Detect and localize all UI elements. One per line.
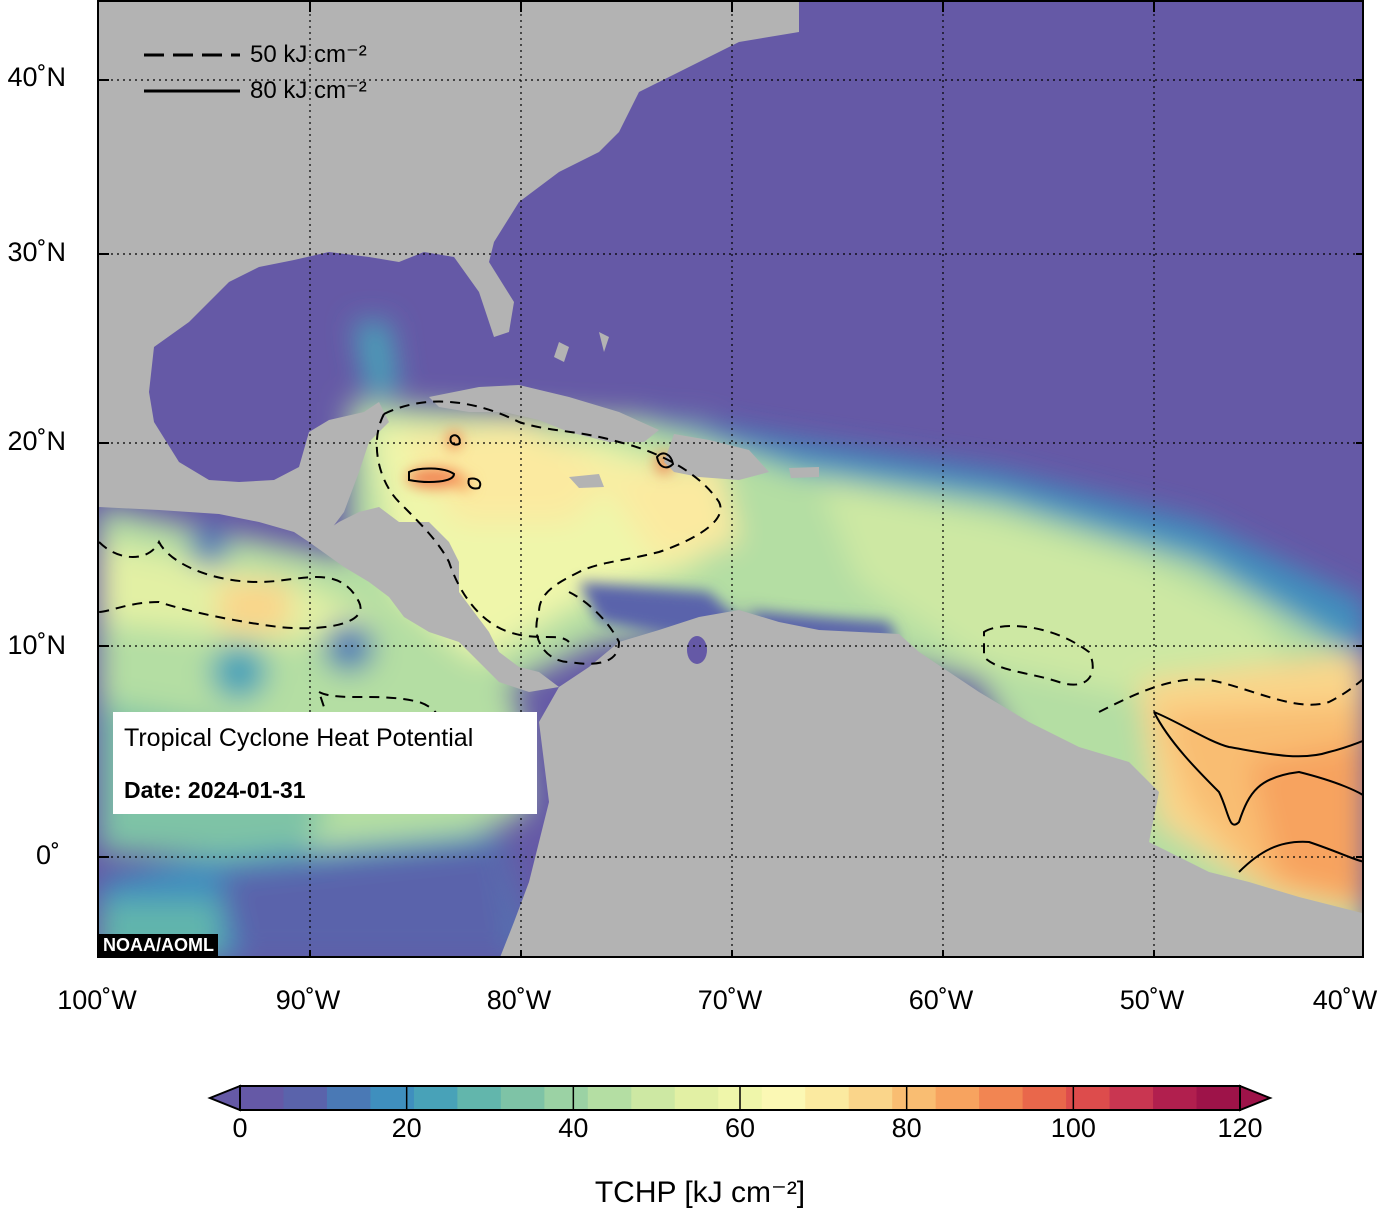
colorbar xyxy=(207,1084,1273,1112)
colorbar-segment xyxy=(370,1086,415,1110)
lon-label-50w: 50˚W xyxy=(1119,985,1185,1015)
colorbar-segment xyxy=(1022,1086,1067,1110)
lat-label-40n: 40˚N xyxy=(7,62,66,92)
dashed-line-swatch xyxy=(144,53,240,56)
tchp-map xyxy=(99,2,1362,956)
lon-label-100w: 100˚W xyxy=(57,985,137,1015)
legend-label-50: 50 kJ cm⁻² xyxy=(250,41,367,68)
colorbar-max-arrow xyxy=(1239,1084,1273,1112)
frame-ticks xyxy=(99,2,1362,956)
colorbar-tick-label: 40 xyxy=(558,1113,589,1143)
colorbar-title: TCHP [kJ cm⁻²] xyxy=(594,1176,806,1209)
lat-label-20n: 20˚N xyxy=(7,426,66,456)
colorbar-segment xyxy=(631,1086,676,1110)
colorbar-tick-label: 120 xyxy=(1217,1113,1263,1143)
colorbar-segment xyxy=(805,1086,850,1110)
credit-label: NOAA/AOML xyxy=(99,934,218,957)
jamaica-land xyxy=(569,474,604,488)
south-america-land xyxy=(500,610,1362,956)
colorbar-segment xyxy=(457,1086,502,1110)
lon-label-80w: 80˚W xyxy=(486,985,552,1015)
contour-80-small xyxy=(467,477,482,490)
bahamas-land xyxy=(554,342,569,362)
legend-label-80: 80 kJ cm⁻² xyxy=(250,77,367,104)
lon-label-90w: 90˚W xyxy=(275,985,341,1015)
colorbar-segment xyxy=(1196,1086,1241,1110)
land xyxy=(99,2,1362,956)
colorbar-segment xyxy=(848,1086,893,1110)
contour-80-north xyxy=(408,467,456,483)
contour-80-atlantic-2 xyxy=(1153,711,1362,826)
map-title: Tropical Cyclone Heat Potential xyxy=(124,724,474,752)
lon-label-40w: 40˚W xyxy=(1312,985,1378,1015)
colorbar-segment xyxy=(1109,1086,1154,1110)
contour-80-atlantic-3 xyxy=(1238,840,1362,873)
colorbar-segment xyxy=(892,1086,937,1110)
colorbar-segment xyxy=(1153,1086,1198,1110)
colorbar-segment xyxy=(413,1086,458,1110)
colorbar-tick-label: 20 xyxy=(391,1113,422,1143)
colorbar-segment xyxy=(674,1086,719,1110)
colorbar-segment xyxy=(500,1086,545,1110)
colorbar-tick-label: 60 xyxy=(724,1113,756,1143)
tchp-contours xyxy=(99,400,1362,873)
colorbar-tick-label: 100 xyxy=(1050,1113,1096,1143)
legend-row-50: 50 kJ cm⁻² xyxy=(140,40,367,69)
map-panel xyxy=(97,0,1364,958)
colorbar-segment xyxy=(544,1086,589,1110)
colorbar-segment xyxy=(761,1086,806,1110)
contour-50-west xyxy=(375,413,570,643)
lat-label-10n: 10˚N xyxy=(7,630,66,660)
puerto-rico-land xyxy=(789,467,819,478)
colorbar-segment xyxy=(587,1086,632,1110)
cuba-land xyxy=(429,385,659,442)
colorbar-tick-label: 0 xyxy=(232,1113,248,1143)
contour-50-atlantic-oval xyxy=(983,625,1094,686)
contour-50-caribbean xyxy=(383,400,722,665)
colorbar-min-arrow xyxy=(207,1084,241,1112)
central-america-land xyxy=(309,507,559,692)
map-date: Date: 2024-01-31 xyxy=(124,777,306,803)
hispaniola-land xyxy=(664,434,769,480)
colorbar-segment xyxy=(240,1086,284,1110)
lake-maracaibo xyxy=(687,636,707,664)
lat-label-0: 0˚ xyxy=(35,840,60,870)
colorbar-segment xyxy=(283,1086,328,1110)
lon-label-70w: 70˚W xyxy=(697,985,763,1015)
colorbar-segment xyxy=(326,1086,371,1110)
contour-80-haiti xyxy=(655,452,675,469)
legend-row-80: 80 kJ cm⁻² xyxy=(140,76,367,105)
contour-50-atlantic xyxy=(1098,678,1362,713)
north-america-land xyxy=(99,2,799,542)
contour-80-dot xyxy=(449,434,461,446)
colorbar-segment xyxy=(979,1086,1024,1110)
colorbar-segment xyxy=(935,1086,980,1110)
solid-line-swatch xyxy=(144,89,240,92)
contour-50-pacific xyxy=(99,539,362,630)
title-box: Tropical Cyclone Heat Potential Date: 20… xyxy=(113,712,537,814)
lon-label-60w: 60˚W xyxy=(908,985,974,1015)
colorbar-tick-label: 80 xyxy=(891,1113,922,1143)
lat-label-30n: 30˚N xyxy=(7,237,66,267)
contour-80-atlantic xyxy=(1153,711,1362,758)
